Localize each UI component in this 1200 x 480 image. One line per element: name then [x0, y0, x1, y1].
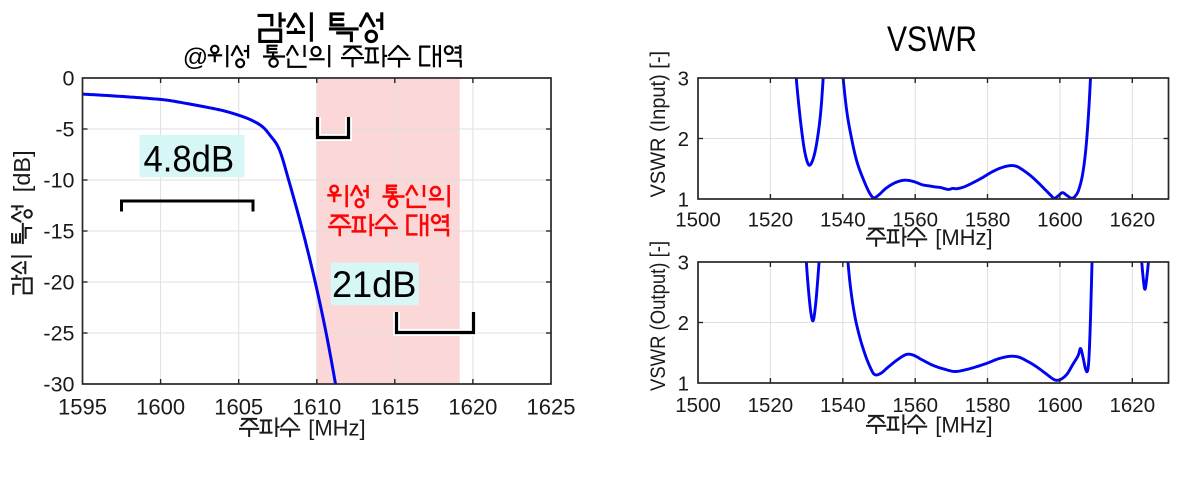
svg-text:1540: 1540: [820, 208, 866, 231]
svg-text:1: 1: [678, 372, 689, 395]
svg-text:1600: 1600: [1037, 208, 1083, 231]
svg-text:3: 3: [678, 251, 689, 274]
svg-text:-25: -25: [43, 322, 74, 346]
svg-text:-30: -30: [43, 373, 74, 397]
svg-text:[MHz]: [MHz]: [935, 225, 992, 250]
svg-text:1605: 1605: [214, 394, 263, 419]
svg-text:1560: 1560: [892, 394, 938, 417]
svg-text:3: 3: [678, 67, 689, 90]
svg-text:1620: 1620: [1109, 394, 1155, 417]
svg-text:1520: 1520: [748, 208, 794, 231]
svg-text:-15: -15: [43, 220, 74, 244]
svg-text:[dB]: [dB]: [9, 150, 35, 192]
svg-text:VSWR (Input) [-]: VSWR (Input) [-]: [647, 51, 670, 198]
svg-text:1: 1: [678, 188, 689, 211]
svg-text:4.8dB: 4.8dB: [144, 139, 235, 180]
svg-text:-10: -10: [43, 169, 74, 193]
svg-text:1580: 1580: [965, 394, 1011, 417]
svg-text:1560: 1560: [892, 208, 938, 231]
svg-text:1600: 1600: [136, 394, 185, 419]
svg-text:1595: 1595: [58, 394, 107, 419]
svg-text:1600: 1600: [1037, 394, 1083, 417]
svg-text:1580: 1580: [965, 208, 1011, 231]
svg-text:1625: 1625: [527, 394, 576, 419]
svg-text:-5: -5: [55, 118, 74, 142]
svg-text:[MHz]: [MHz]: [308, 415, 365, 440]
svg-text:21dB: 21dB: [332, 264, 417, 305]
svg-text:1500: 1500: [675, 208, 721, 231]
svg-text:1615: 1615: [370, 394, 419, 419]
svg-text:0: 0: [63, 67, 75, 91]
svg-text:2: 2: [678, 128, 689, 151]
svg-text:1610: 1610: [292, 394, 341, 419]
svg-text:1520: 1520: [748, 394, 794, 417]
svg-text:1540: 1540: [820, 394, 866, 417]
svg-text:1500: 1500: [675, 394, 721, 417]
svg-text:VSWR (Output) [-]: VSWR (Output) [-]: [647, 241, 670, 391]
svg-text:[MHz]: [MHz]: [935, 412, 992, 437]
svg-text:1620: 1620: [1109, 208, 1155, 231]
svg-text:@: @: [183, 43, 208, 71]
svg-text:VSWR: VSWR: [887, 20, 977, 59]
svg-text:-20: -20: [43, 271, 74, 295]
svg-text:1620: 1620: [448, 394, 497, 419]
svg-text:2: 2: [678, 312, 689, 335]
